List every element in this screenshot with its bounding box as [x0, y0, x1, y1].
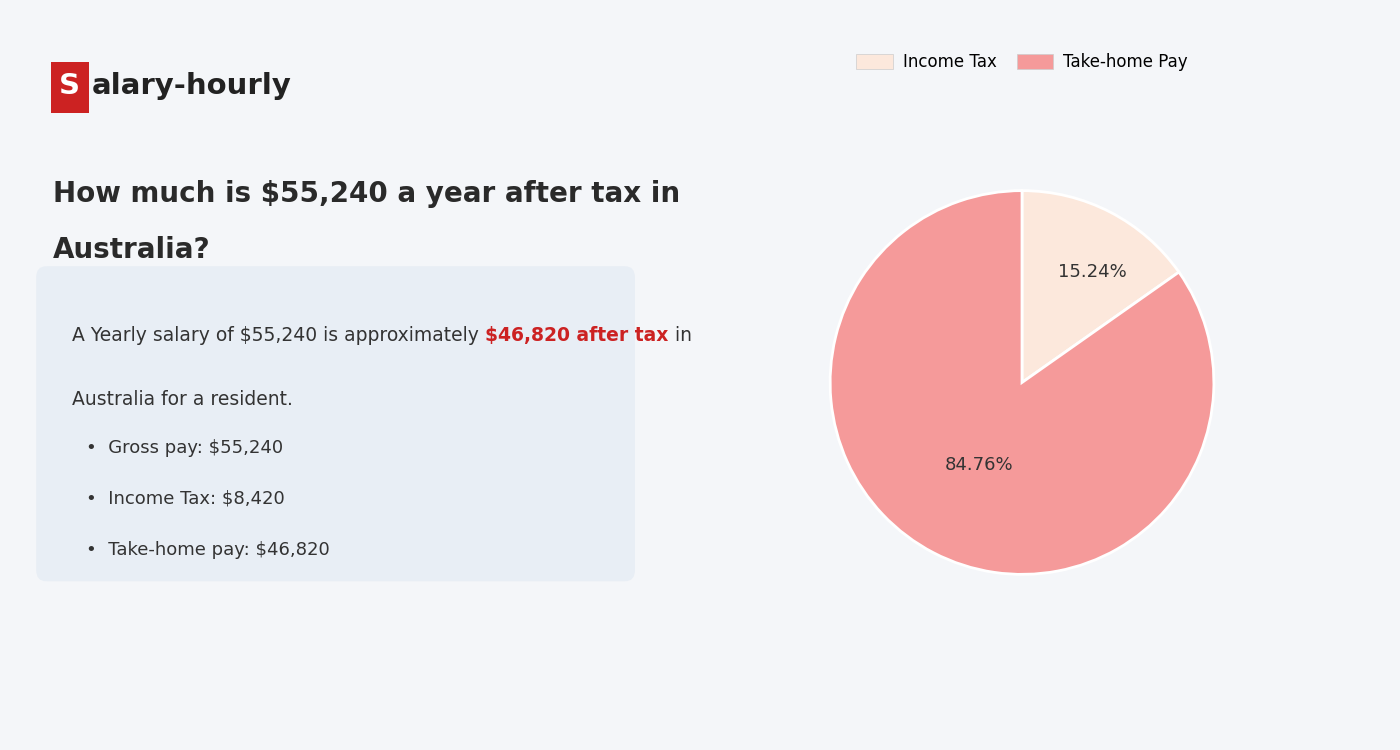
FancyBboxPatch shape [50, 62, 88, 112]
Wedge shape [830, 190, 1214, 574]
Text: S: S [59, 72, 80, 100]
Wedge shape [1022, 190, 1179, 382]
Text: $46,820 after tax: $46,820 after tax [486, 326, 669, 345]
Text: •  Income Tax: $8,420: • Income Tax: $8,420 [85, 490, 284, 508]
Text: •  Take-home pay: $46,820: • Take-home pay: $46,820 [85, 541, 329, 559]
Text: in: in [669, 326, 692, 345]
Text: 15.24%: 15.24% [1058, 263, 1127, 281]
Legend: Income Tax, Take-home Pay: Income Tax, Take-home Pay [850, 46, 1194, 78]
Text: 84.76%: 84.76% [945, 457, 1014, 475]
Text: How much is $55,240 a year after tax in: How much is $55,240 a year after tax in [53, 180, 680, 208]
Text: alary-hourly: alary-hourly [92, 72, 293, 100]
Text: •  Gross pay: $55,240: • Gross pay: $55,240 [85, 439, 283, 457]
Text: Australia?: Australia? [53, 236, 210, 264]
Text: Australia for a resident.: Australia for a resident. [73, 390, 293, 409]
FancyBboxPatch shape [36, 266, 636, 581]
Text: A Yearly salary of $55,240 is approximately: A Yearly salary of $55,240 is approximat… [73, 326, 486, 345]
